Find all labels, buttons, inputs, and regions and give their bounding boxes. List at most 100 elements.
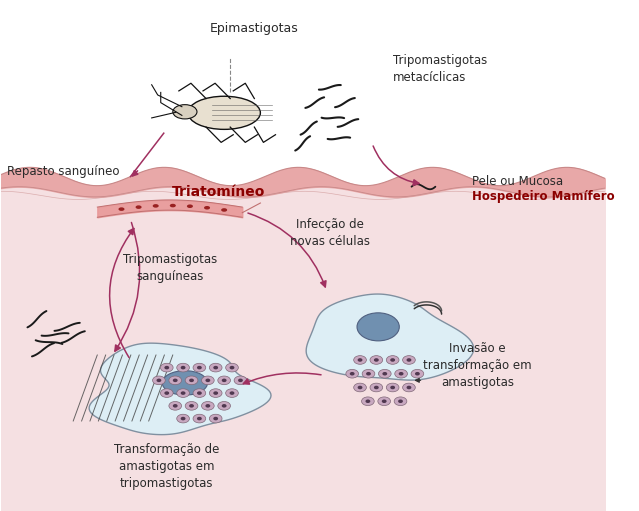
Ellipse shape [229,391,235,395]
Ellipse shape [403,356,415,364]
Ellipse shape [370,356,383,364]
Ellipse shape [374,386,379,389]
Ellipse shape [210,414,222,423]
Ellipse shape [157,379,161,382]
Ellipse shape [118,207,125,211]
Ellipse shape [346,369,358,378]
Ellipse shape [226,363,238,372]
Ellipse shape [378,369,391,378]
Ellipse shape [226,389,238,398]
Ellipse shape [415,372,420,376]
Ellipse shape [213,391,218,395]
Ellipse shape [164,391,169,395]
Ellipse shape [205,404,210,408]
Ellipse shape [197,391,202,395]
Ellipse shape [189,404,194,408]
Ellipse shape [394,397,407,406]
Ellipse shape [153,376,166,385]
Ellipse shape [173,105,197,119]
Ellipse shape [201,376,214,385]
Text: Hospedeiro Mamífero: Hospedeiro Mamífero [472,191,614,203]
Ellipse shape [135,205,142,209]
Text: Pele ou Mucosa: Pele ou Mucosa [472,175,563,188]
Ellipse shape [358,358,362,362]
Ellipse shape [378,397,390,406]
Text: Tripomastigotas
sanguíneas: Tripomastigotas sanguíneas [123,253,217,283]
Ellipse shape [362,369,375,378]
Ellipse shape [387,356,399,364]
Ellipse shape [411,369,424,378]
Ellipse shape [354,356,366,364]
Ellipse shape [201,402,214,410]
Ellipse shape [213,417,218,421]
Text: Epimastigotas: Epimastigotas [210,22,298,35]
Ellipse shape [189,379,194,382]
Ellipse shape [213,366,218,369]
Ellipse shape [205,379,210,382]
Ellipse shape [374,358,379,362]
Ellipse shape [403,383,415,392]
Ellipse shape [197,366,202,369]
Ellipse shape [181,417,185,421]
Ellipse shape [390,386,395,389]
Text: Repasto sanguíneo: Repasto sanguíneo [7,165,119,178]
Ellipse shape [173,404,178,408]
Ellipse shape [169,402,181,410]
Ellipse shape [398,400,403,403]
Polygon shape [306,294,473,380]
Ellipse shape [181,391,185,395]
Ellipse shape [218,402,231,410]
Ellipse shape [164,366,169,369]
Ellipse shape [381,400,387,403]
Ellipse shape [170,204,176,207]
Polygon shape [89,343,271,435]
Ellipse shape [406,386,412,389]
Ellipse shape [185,402,198,410]
Ellipse shape [222,404,227,408]
Ellipse shape [177,389,189,398]
Ellipse shape [193,389,206,398]
Ellipse shape [210,389,222,398]
Ellipse shape [229,366,235,369]
Text: Tripomastigotas
metacíclicas: Tripomastigotas metacíclicas [393,55,488,84]
Ellipse shape [177,414,189,423]
Ellipse shape [181,366,185,369]
Ellipse shape [350,372,355,376]
Ellipse shape [218,376,231,385]
Ellipse shape [162,370,208,395]
Ellipse shape [234,376,247,385]
Ellipse shape [177,363,189,372]
Ellipse shape [160,363,173,372]
Ellipse shape [366,372,371,376]
Ellipse shape [354,383,366,392]
Ellipse shape [358,386,362,389]
Ellipse shape [399,372,403,376]
Ellipse shape [366,400,371,403]
Ellipse shape [382,372,387,376]
Ellipse shape [406,358,412,362]
Ellipse shape [390,358,395,362]
Ellipse shape [387,383,399,392]
Ellipse shape [210,363,222,372]
Ellipse shape [362,397,374,406]
Ellipse shape [153,204,158,207]
Ellipse shape [193,414,206,423]
Ellipse shape [222,379,227,382]
Text: Infecção de
novas células: Infecção de novas células [290,218,370,247]
Ellipse shape [169,376,181,385]
Text: Transformação de
amastigotas em
tripomastigotas: Transformação de amastigotas em tripomas… [114,444,219,491]
Ellipse shape [204,206,210,210]
Ellipse shape [193,363,206,372]
Ellipse shape [185,376,198,385]
Ellipse shape [160,389,173,398]
Ellipse shape [370,383,383,392]
Text: Invasão e
transformação em
amastigotas: Invasão e transformação em amastigotas [424,341,532,388]
Ellipse shape [221,208,227,212]
Ellipse shape [395,369,408,378]
Ellipse shape [238,379,243,382]
Text: Triatomíneo: Triatomíneo [171,185,265,199]
Ellipse shape [197,417,202,421]
Ellipse shape [187,204,193,208]
Ellipse shape [173,379,178,382]
Ellipse shape [357,313,399,341]
